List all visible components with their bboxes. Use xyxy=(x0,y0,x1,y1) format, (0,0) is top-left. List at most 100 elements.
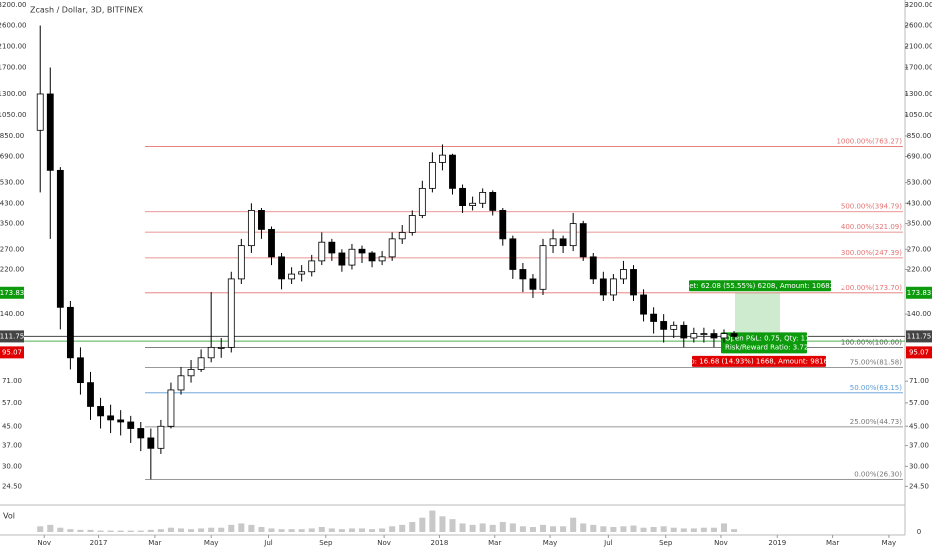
stop-label-box xyxy=(692,355,826,367)
candle-body xyxy=(509,238,517,270)
candle-body xyxy=(137,428,145,439)
y-tick-label-left: 850.00 xyxy=(0,132,24,140)
volume-bar xyxy=(700,527,707,532)
price-badge xyxy=(0,330,24,343)
y-tick-label: 30.00 xyxy=(909,462,929,470)
y-tick-label: 690.00 xyxy=(907,153,932,161)
candle-body xyxy=(107,415,115,421)
candle-body xyxy=(680,324,688,339)
volume-bar xyxy=(550,526,557,532)
price-badge xyxy=(906,346,932,359)
candle-body xyxy=(640,294,647,315)
volume-bar xyxy=(710,527,717,532)
fib-label: 75.00%(81.58) xyxy=(850,358,902,366)
volume-bar xyxy=(238,523,245,532)
fib-label: 25.00%(44.73) xyxy=(850,418,902,426)
volume-bar xyxy=(610,527,617,532)
y-tick-label: 2100.00 xyxy=(905,43,932,51)
candle-body xyxy=(579,223,587,258)
y-tick-label-left: 220.00 xyxy=(0,265,24,273)
candle-body xyxy=(388,238,396,258)
candle-body xyxy=(439,154,446,163)
volume-bar xyxy=(57,527,64,532)
volume-bar xyxy=(399,524,406,532)
target-label: Target: 62.08 (55.55%) 6208, Amount: 106… xyxy=(674,282,846,290)
y-tick-label: 430.00 xyxy=(907,199,932,207)
candle-body xyxy=(449,154,456,189)
volume-bar xyxy=(97,530,104,532)
y-tick-label-left: 350.00 xyxy=(0,220,24,228)
volume-bar xyxy=(580,523,587,532)
candle-body xyxy=(569,223,577,247)
volume-bar xyxy=(670,527,677,532)
y-tick-label-left: 30.00 xyxy=(2,462,22,470)
x-tick-label: Mar xyxy=(488,539,501,547)
volume-bar xyxy=(630,525,637,532)
volume-bar xyxy=(117,530,124,532)
candle-body xyxy=(348,248,356,266)
volume-bar xyxy=(198,528,205,532)
x-tick-label: 2017 xyxy=(90,539,108,547)
volume-bar xyxy=(298,529,305,532)
volume-bar xyxy=(479,523,486,532)
volume-bar xyxy=(439,516,446,532)
candle-body xyxy=(620,269,627,280)
volume-bar xyxy=(429,510,436,532)
y-tick-label-left: 270.00 xyxy=(0,245,24,253)
volume-bar xyxy=(308,528,315,532)
volume-bar xyxy=(499,522,506,532)
y-tick-label-left: 71.00 xyxy=(2,377,22,385)
y-tick-label-left: 690.00 xyxy=(0,153,24,161)
y-tick-label: 37.00 xyxy=(909,442,929,450)
x-tick-label: Nov xyxy=(714,539,728,547)
x-tick-label: 2019 xyxy=(768,539,786,547)
volume-bar xyxy=(389,526,396,532)
candle-body xyxy=(56,169,64,308)
volume-bar xyxy=(358,528,366,532)
y-tick-label-left: 24.50 xyxy=(2,482,22,490)
candle-body xyxy=(278,256,285,280)
volume-bar xyxy=(660,526,667,532)
volume-bar xyxy=(640,527,647,532)
y-tick-label: 1300.00 xyxy=(905,90,932,98)
candle-body xyxy=(670,324,678,330)
price-badge-label-left: 173.83 xyxy=(0,289,24,297)
candle-body xyxy=(328,241,336,254)
volume-bar xyxy=(419,517,426,532)
candle-body xyxy=(368,252,376,262)
volume-bar xyxy=(278,529,285,532)
x-tick-label: 2018 xyxy=(431,539,449,547)
pnl-box xyxy=(721,332,807,354)
candle-body xyxy=(117,419,125,423)
candle-body xyxy=(127,421,135,429)
price-badge-label: 95.07 xyxy=(909,348,929,356)
candle-body xyxy=(589,256,597,280)
candle-body xyxy=(519,269,527,280)
volume-bar xyxy=(188,529,195,532)
ratio-label: Risk/Reward Ratio: 3.72 xyxy=(725,343,808,351)
volume-bar xyxy=(379,528,386,532)
candle-body xyxy=(318,241,326,262)
y-tick-label: 57.00 xyxy=(909,399,929,407)
volume-bar xyxy=(650,527,657,532)
volume-bar xyxy=(570,517,577,532)
x-tick-label: May xyxy=(882,539,896,547)
volume-bar xyxy=(137,530,144,532)
price-badge-label: 173.83 xyxy=(907,289,932,297)
chart-title: Zcash / Dollar, 3D, BITFINEX xyxy=(30,6,144,15)
candle-body xyxy=(147,437,155,449)
y-tick-label-left: 2600.00 xyxy=(0,21,26,29)
volume-bar xyxy=(147,529,154,532)
y-tick-label-left: 3200.00 xyxy=(0,1,26,9)
candle-body xyxy=(157,425,165,449)
candle-body xyxy=(398,232,406,240)
y-tick-label: 350.00 xyxy=(907,220,932,228)
volume-bar xyxy=(620,526,627,532)
candle-body xyxy=(559,238,567,247)
y-tick-label-left: 430.00 xyxy=(0,199,24,207)
y-tick-label-left: 1050.00 xyxy=(0,111,26,119)
candle-body xyxy=(599,278,607,296)
pnl-label: Open P&L: 0.75, Qty: 11 xyxy=(725,334,810,342)
